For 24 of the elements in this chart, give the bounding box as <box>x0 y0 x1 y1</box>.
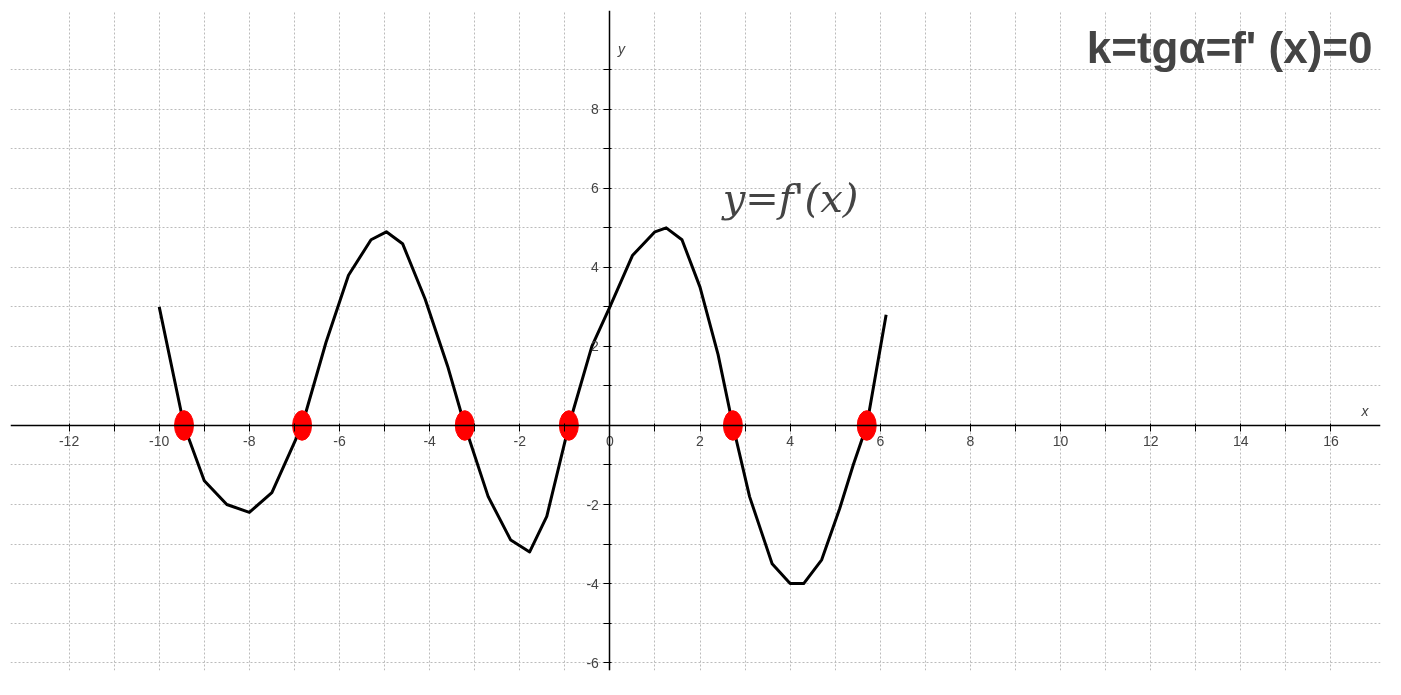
x-tick-label: -8 <box>243 433 256 450</box>
x-tick-label: -4 <box>423 433 437 450</box>
x-tick-label: 6 <box>876 433 885 450</box>
y-tick-label: -4 <box>586 575 600 592</box>
y-tick-label: -6 <box>586 654 600 671</box>
x-tick-label: 4 <box>786 433 795 450</box>
x-tick-label: -2 <box>513 433 527 450</box>
x-tick-label: 16 <box>1323 433 1339 450</box>
x-axis-title: x <box>1360 403 1370 420</box>
x-tick-label: 2 <box>696 433 705 450</box>
chart-title: k=tgα=f' (x)=0 <box>1086 22 1373 72</box>
x-tick-label: 14 <box>1233 433 1249 450</box>
y-axis-title: y <box>616 40 626 57</box>
x-tick-label: 12 <box>1142 433 1159 450</box>
x-tick-label: -12 <box>58 433 80 450</box>
x-tick-label: 8 <box>966 433 975 450</box>
annotation: y=f'(x) <box>720 174 859 221</box>
y-tick-label: 8 <box>591 101 600 118</box>
x-tick-label: 10 <box>1052 433 1069 450</box>
x-tick-label: -10 <box>149 433 170 450</box>
y-tick-label: 4 <box>591 259 600 276</box>
x-tick-label: -6 <box>333 433 346 450</box>
y-tick-label: -2 <box>586 496 600 513</box>
y-tick-label: 6 <box>591 180 600 197</box>
